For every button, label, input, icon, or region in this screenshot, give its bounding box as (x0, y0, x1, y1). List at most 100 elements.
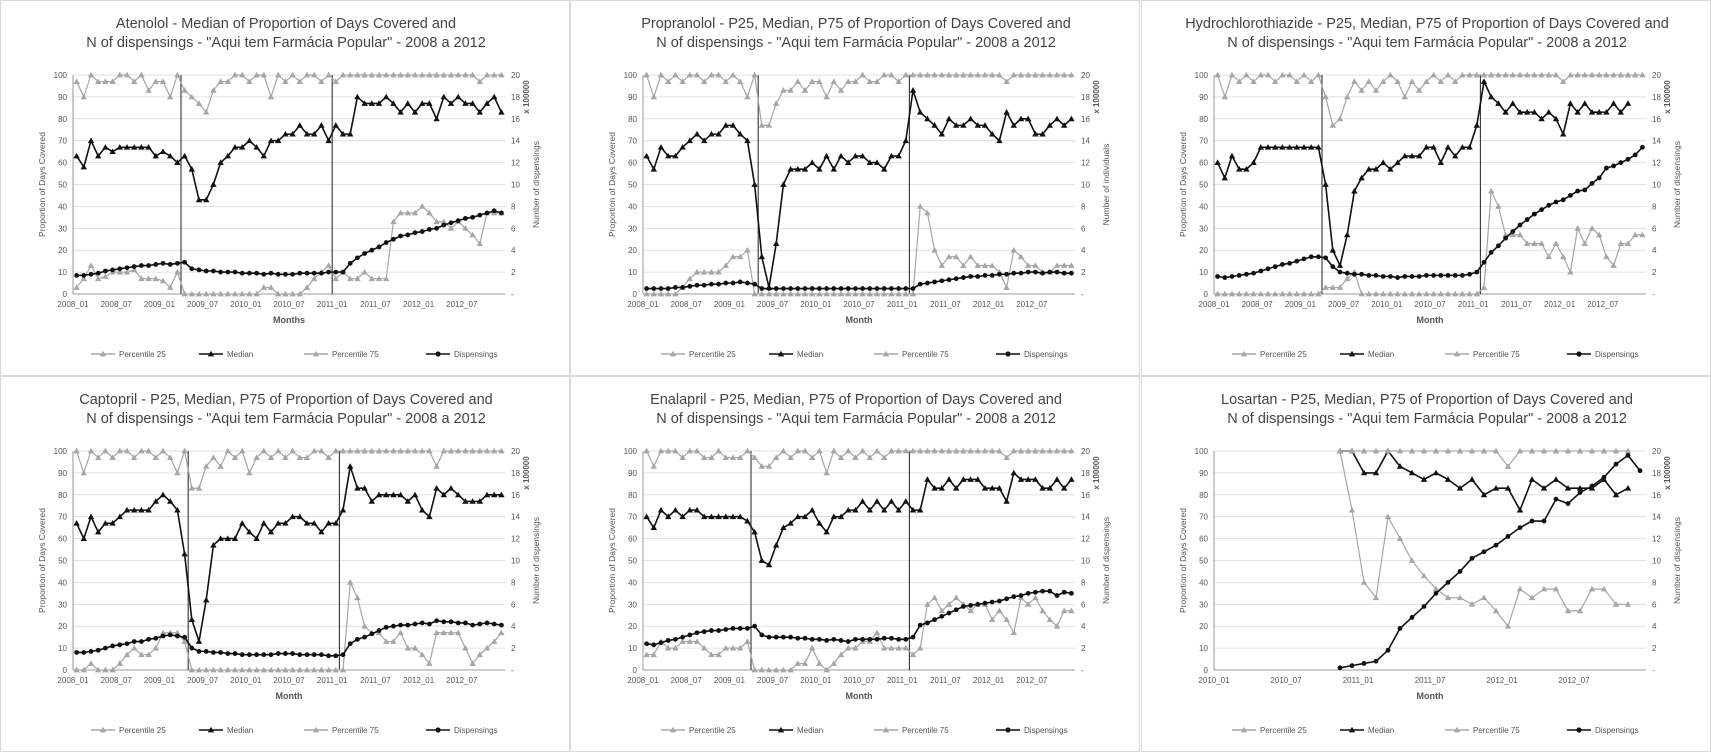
data-point (680, 634, 685, 640)
data-point (830, 513, 837, 520)
data-point (138, 506, 145, 513)
y-tick-label: 10 (1199, 268, 1208, 277)
data-point (838, 638, 844, 643)
legend-item: Median (1340, 726, 1394, 735)
data-point (1423, 78, 1430, 84)
data-point (981, 447, 989, 454)
data-point (448, 619, 454, 625)
data-point (1395, 275, 1400, 280)
x-tick-label: 2010_07 (273, 676, 305, 685)
data-point (231, 666, 239, 673)
data-point (368, 71, 375, 78)
data-point (102, 666, 109, 673)
data-point (866, 78, 873, 84)
data-point (881, 644, 888, 651)
data-point (231, 144, 239, 150)
data-point (1017, 71, 1025, 78)
data-point (873, 78, 881, 84)
data-point (1336, 262, 1344, 268)
data-point (231, 535, 239, 541)
data-point (1244, 271, 1249, 277)
data-point (203, 109, 210, 115)
data-point (1416, 290, 1423, 297)
data-point (945, 71, 953, 78)
y2-tick-label: 6 (511, 224, 516, 233)
legend-marker (1005, 351, 1011, 357)
data-point (1301, 256, 1307, 262)
data-point (953, 122, 960, 128)
legend-marker (669, 350, 677, 357)
data-point (210, 290, 217, 297)
data-point (837, 290, 845, 297)
data-point (296, 290, 303, 297)
data-point (1492, 485, 1500, 491)
data-point (123, 268, 131, 275)
data-point (751, 181, 758, 187)
data-point (1437, 290, 1444, 297)
data-point (1624, 71, 1632, 78)
data-point (1387, 165, 1394, 172)
data-point (1503, 235, 1508, 241)
legend-marker (435, 727, 441, 733)
x-tick-label: 2011_01 (887, 676, 918, 685)
data-point (347, 579, 354, 585)
data-point (1372, 594, 1380, 601)
data-point (419, 620, 425, 626)
data-point (282, 78, 289, 84)
y-tick-label: 30 (1199, 224, 1208, 233)
data-point (447, 225, 455, 231)
data-point (701, 268, 708, 275)
data-point (469, 100, 476, 106)
data-point (1365, 290, 1372, 297)
data-point (203, 268, 209, 274)
data-point (440, 447, 447, 454)
data-point (325, 71, 332, 78)
y2-tick-label: 14 (1081, 513, 1090, 522)
data-point (361, 623, 368, 629)
data-point (87, 262, 95, 268)
data-point (103, 645, 108, 651)
data-point (123, 447, 131, 454)
data-point (932, 617, 937, 623)
data-point (476, 78, 483, 84)
data-point (1423, 144, 1430, 150)
data-point (888, 290, 895, 297)
data-point (845, 286, 851, 291)
y-tick-label: 50 (628, 181, 637, 190)
data-point (737, 625, 743, 631)
data-point (232, 651, 238, 656)
data-point (809, 506, 816, 513)
y-tick-label: 20 (628, 246, 637, 255)
y-tick-label: 40 (58, 202, 67, 211)
data-point (917, 203, 924, 209)
data-point (455, 629, 462, 636)
legend-label: Percentile 25 (689, 726, 736, 735)
data-point (1632, 152, 1638, 158)
data-point (181, 447, 188, 454)
y2-unit-label: x 100000 (522, 456, 531, 490)
data-point (716, 628, 721, 633)
data-point (896, 286, 901, 291)
data-point (1323, 255, 1328, 261)
data-point (167, 152, 174, 159)
legend-item: Percentile 25 (91, 350, 166, 359)
y2-unit-label: x 100000 (522, 80, 531, 114)
data-point (1380, 274, 1386, 279)
data-point (751, 454, 758, 460)
data-point (491, 638, 498, 644)
data-point (888, 644, 895, 651)
data-point (491, 71, 498, 78)
data-point (1315, 290, 1322, 297)
data-point (1531, 71, 1538, 78)
data-point (859, 447, 866, 454)
data-point (376, 244, 382, 250)
data-point (1068, 115, 1075, 122)
data-point (1416, 274, 1422, 279)
y2-tick-label: - (1652, 666, 1655, 675)
data-point (447, 485, 455, 491)
data-point (801, 660, 809, 666)
data-point (744, 447, 751, 454)
data-point (1457, 569, 1463, 574)
data-point (758, 463, 765, 469)
data-point (145, 87, 152, 93)
